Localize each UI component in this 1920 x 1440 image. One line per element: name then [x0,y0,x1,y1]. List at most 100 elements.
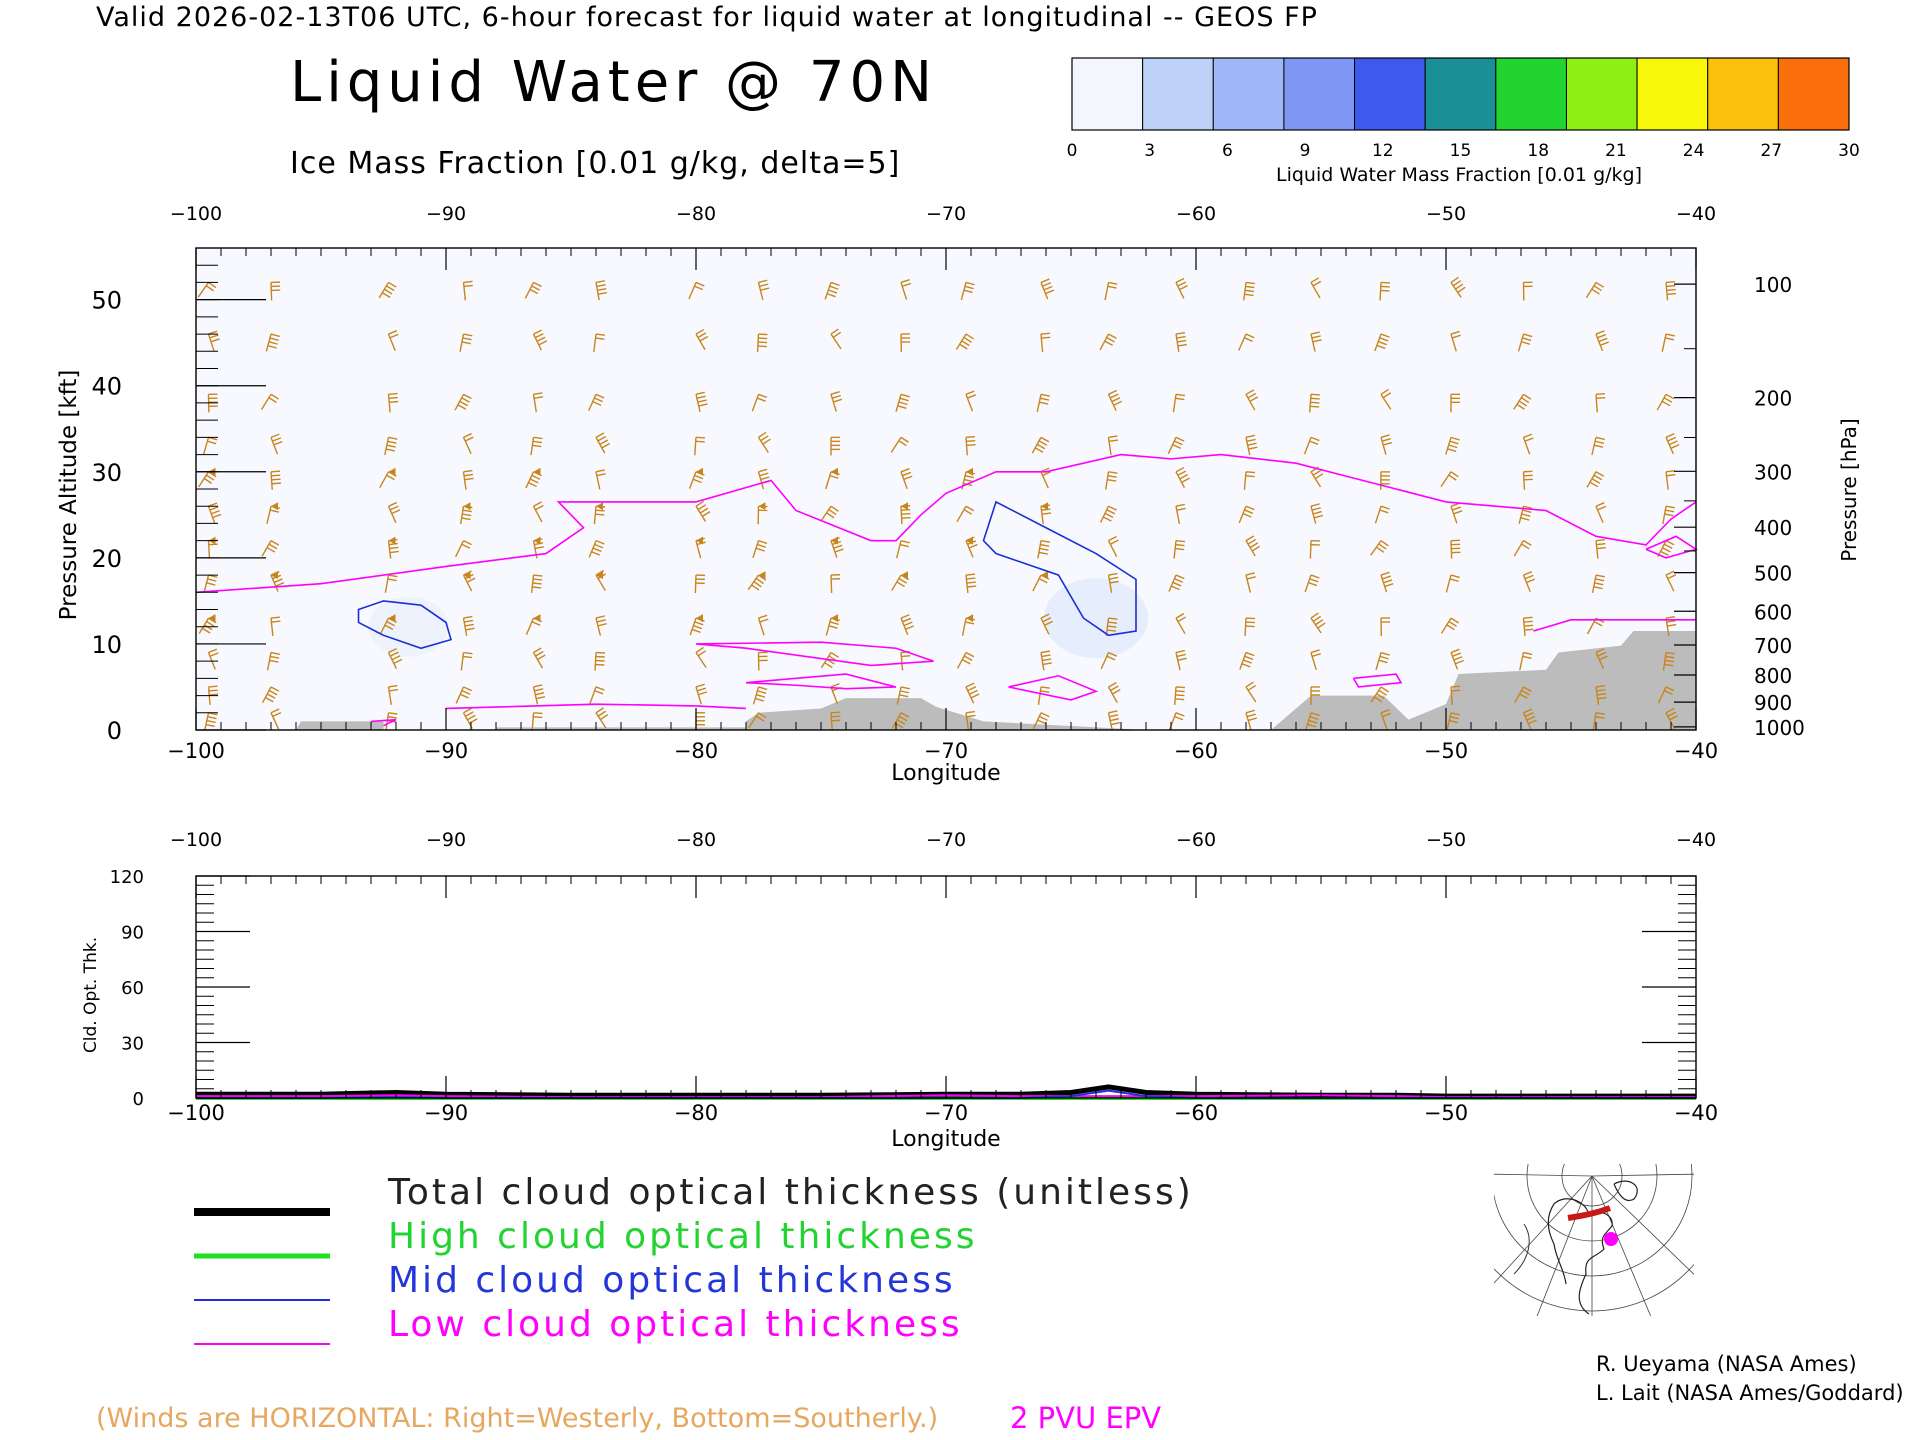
wind-barb-staff [1586,471,1597,488]
wind-barb-feather [1108,681,1117,688]
wind-barb-feather [1450,617,1460,624]
wind-barb [384,574,398,593]
legend-low-label: Low cloud optical thickness [388,1304,963,1345]
wind-barb [1450,276,1466,298]
wind-barb-feather [1516,403,1525,410]
x-tick-label-top: −70 [926,829,966,851]
wind-barb-staff [462,617,468,636]
wind-barb-feather [1526,578,1536,584]
wind-barb-feather [1175,698,1185,701]
wind-barb-staff [900,506,903,525]
wind-barb-feather [1310,503,1320,507]
wind-barb [207,502,222,524]
wind-barb-feather [385,448,395,452]
y-tick-label-left: 20 [91,545,122,573]
wind-barb-staff [387,652,398,670]
wind-barb-feather [1177,339,1187,343]
x-tick-label-top: −90 [426,829,466,851]
wind-barb-feather [1522,655,1532,660]
wind-barb [1379,281,1391,301]
wind-barb-feather [1523,571,1533,576]
wind-barb-feather [834,548,844,553]
wind-barb-feather [531,621,541,626]
wind-barb-feather [1523,616,1533,619]
wind-barb-feather [536,695,546,700]
wind-barb-staff [1245,574,1252,593]
wind-barb-feather [462,509,472,513]
wind-barb-feather [697,399,707,403]
wind-barb-feather [388,542,399,546]
wind-barb [956,651,975,669]
wind-barb-feather [1380,571,1390,576]
x-tick-label: −70 [924,739,968,763]
wind-barb-feather [1245,471,1256,474]
wind-barb-feather [1378,689,1387,696]
wind-barb-feather [830,281,840,287]
wind-barb [532,501,544,523]
wind-barb-feather [1378,543,1387,550]
wind-barb-feather [1449,440,1459,445]
wind-barb-staff [198,617,210,634]
wind-barb-feather [1448,444,1458,449]
wind-barb-feather [1600,341,1609,346]
wind-barb [1040,502,1051,525]
wind-barb-feather [1378,659,1388,664]
wind-barb-feather [595,686,605,691]
wind-barb-feather [701,511,711,517]
epv-2pvu-contour [745,673,897,690]
wind-barb-staff [900,652,904,671]
wind-barb [1522,571,1536,593]
x-tick-label: −70 [924,1101,968,1125]
wind-barb [1100,651,1118,670]
wind-barb-staff [1304,574,1312,593]
wind-barb-staff [589,686,597,705]
wind-barb-feather [461,543,471,549]
wind-barb [895,539,910,559]
wind-barb-feather [1661,400,1671,407]
wind-barb-pennant [901,502,908,511]
wind-barb-feather [1108,333,1117,339]
y-tick-label-right: 900 [1754,691,1792,715]
wind-barb-feather [970,693,980,699]
wind-barb-feather [1175,466,1185,473]
wind-barb-staff [1665,282,1669,301]
x-axis-label: Longitude [891,1127,1000,1152]
wind-barb-feather [1042,282,1052,287]
wind-barb [1107,535,1119,557]
wind-barb-staff [1513,393,1525,410]
wind-barb-feather [1383,579,1393,584]
wind-barb [198,614,217,634]
wind-barb [1595,392,1606,413]
wind-barb-pennant [388,467,396,476]
y-tick-label-left: 10 [91,631,122,659]
wind-barb [1665,570,1677,592]
colorbar-tick-label: 27 [1760,141,1782,161]
wind-barb-feather [381,292,391,298]
wind-barb-feather [1380,709,1390,714]
wind-barb-feather [1521,689,1530,696]
wind-barb-feather [1453,510,1463,515]
wind-barb-feather [1665,616,1675,619]
wind-barb-feather [465,627,475,631]
x-tick-label-top: −70 [926,203,966,225]
wind-barb-feather [1595,685,1606,688]
wind-barb-feather [1175,277,1185,284]
wind-barb-feather [1665,651,1676,655]
wind-barb-feather [463,686,473,692]
wind-barb-staff [204,712,210,731]
credit-line-2: L. Lait (NASA Ames/Goddard) [1596,1381,1904,1405]
wind-barb [830,536,844,558]
wind-barb [830,711,841,731]
wind-barb-feather [1040,690,1050,693]
wind-barb-feather [1310,649,1320,654]
wind-barb-pennant [901,571,908,580]
wind-barb-staff [532,394,538,413]
wind-barb-feather [595,513,605,516]
wind-barb-staff [825,471,832,490]
wind-barb-feather [1175,712,1185,717]
wind-barb-feather [1380,686,1389,693]
wind-barb-staff [203,574,210,593]
wind-barb [1450,502,1463,524]
wind-barb-feather [1041,336,1051,339]
wind-barb-feather [1595,574,1605,578]
